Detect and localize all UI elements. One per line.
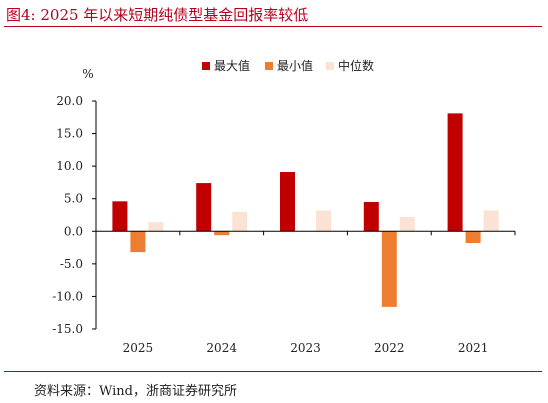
x-axis-ticks: 2025 2024 2023 2022 2021 (123, 231, 516, 355)
bar-min (130, 231, 146, 253)
y-axis-ticks: 20.0 15.0 10.0 5.0 0.0 -5.0 -10.0 -15.0 (52, 94, 96, 336)
bar-max (363, 201, 379, 232)
y-tick-label: -15.0 (52, 322, 83, 336)
legend-swatch (202, 62, 210, 70)
legend-swatch (326, 62, 334, 70)
bar-max (447, 113, 463, 232)
y-tick-label: 15.0 (56, 127, 83, 141)
bar-median (232, 211, 248, 232)
legend-swatch (265, 62, 273, 70)
bar-median (483, 210, 499, 232)
legend-label: 最大值 (214, 58, 250, 73)
y-tick-label: -10.0 (52, 289, 83, 303)
bars (112, 113, 499, 307)
chart-legend: 最大值 最小值 中位数 (202, 58, 374, 73)
y-tick-label: 20.0 (56, 94, 83, 108)
source-rule (4, 371, 542, 372)
bar-max (280, 172, 295, 232)
bar-median (399, 216, 415, 232)
source-note: 资料来源：Wind，浙商证券研究所 (34, 384, 237, 399)
legend-label: 最小值 (277, 58, 313, 73)
x-tick-label: 2023 (290, 341, 321, 355)
y-tick-label: 10.0 (56, 159, 83, 173)
x-tick-label: 2022 (374, 341, 405, 355)
bar-min (381, 231, 397, 307)
bar-median (148, 222, 164, 232)
legend-label: 中位数 (338, 58, 374, 73)
bar-min (214, 231, 230, 236)
figure-title: 图4: 2025 年以来短期纯债型基金回报率较低 (6, 6, 309, 24)
axes (95, 101, 515, 329)
y-tick-label: 0.0 (64, 224, 83, 238)
x-tick-label: 2021 (458, 341, 489, 355)
x-tick-label: 2024 (206, 341, 237, 355)
title-rule (4, 26, 542, 27)
x-tick-label: 2025 (123, 341, 154, 355)
bar-min (465, 231, 481, 244)
bar-median (316, 210, 331, 232)
y-tick-label: -5.0 (60, 257, 83, 271)
bar-max (196, 183, 212, 232)
y-axis-label: % (82, 67, 93, 81)
bar-max (112, 201, 128, 232)
y-tick-label: 5.0 (64, 192, 83, 206)
